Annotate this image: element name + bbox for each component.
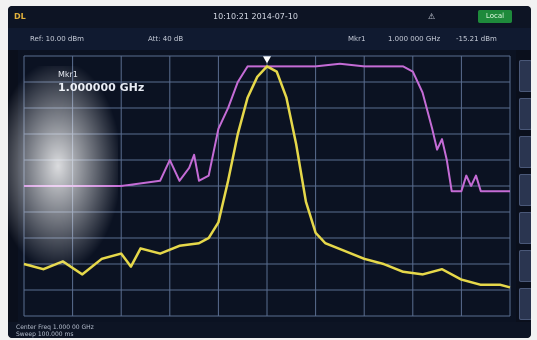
marker-frequency-readout: 1.000 000 GHz xyxy=(388,35,441,43)
marker-readout-frequency: 1.000000 GHz xyxy=(58,81,145,94)
marker-1-indicator[interactable] xyxy=(263,56,271,64)
spectrum-chart xyxy=(23,55,511,317)
signal-spectrum-trace xyxy=(23,65,511,289)
softkey-1[interactable] xyxy=(519,60,531,92)
warning-icon: ⚠ xyxy=(428,12,436,21)
status-footer: Center Freq 1.000 00 GHz Sweep 100.000 m… xyxy=(8,322,531,338)
sweep-time-readout: Sweep 100.000 ms xyxy=(16,331,74,338)
marker-readout-label: Mkr1 xyxy=(58,70,78,79)
filter-response-trace xyxy=(24,62,510,193)
softkey-2[interactable] xyxy=(519,98,531,130)
marker-label-readout: Mkr1 xyxy=(348,35,366,43)
datetime-display: 10:10:21 2014-07-10 xyxy=(213,12,298,21)
attenuation-readout: Att: 40 dB xyxy=(148,35,184,43)
softkey-7[interactable] xyxy=(519,288,531,320)
softkey-4[interactable] xyxy=(519,174,531,206)
marker-power-readout: -15.21 dBm xyxy=(456,35,497,43)
title-bar: DL 10:10:21 2014-07-10 ⚠ Local xyxy=(8,6,531,28)
lock-status-badge: Local xyxy=(478,10,512,23)
ref-level-readout: Ref: 10.00 dBm xyxy=(30,35,84,43)
measurement-info-bar: Ref: 10.00 dBm Att: 40 dB Mkr1 1.000 000… xyxy=(8,28,531,50)
softkey-6[interactable] xyxy=(519,250,531,282)
brand-logo: DL xyxy=(14,12,26,21)
softkey-column xyxy=(518,50,531,322)
center-frequency-readout: Center Freq 1.000 00 GHz xyxy=(16,324,94,331)
spectrum-display[interactable]: Mkr1 1.000000 GHz xyxy=(18,50,516,322)
analyzer-screen: DL 10:10:21 2014-07-10 ⚠ Local Ref: 10.0… xyxy=(8,6,531,338)
softkey-3[interactable] xyxy=(519,136,531,168)
marker-readout: Mkr1 1.000000 GHz xyxy=(58,68,144,94)
softkey-5[interactable] xyxy=(519,212,531,244)
